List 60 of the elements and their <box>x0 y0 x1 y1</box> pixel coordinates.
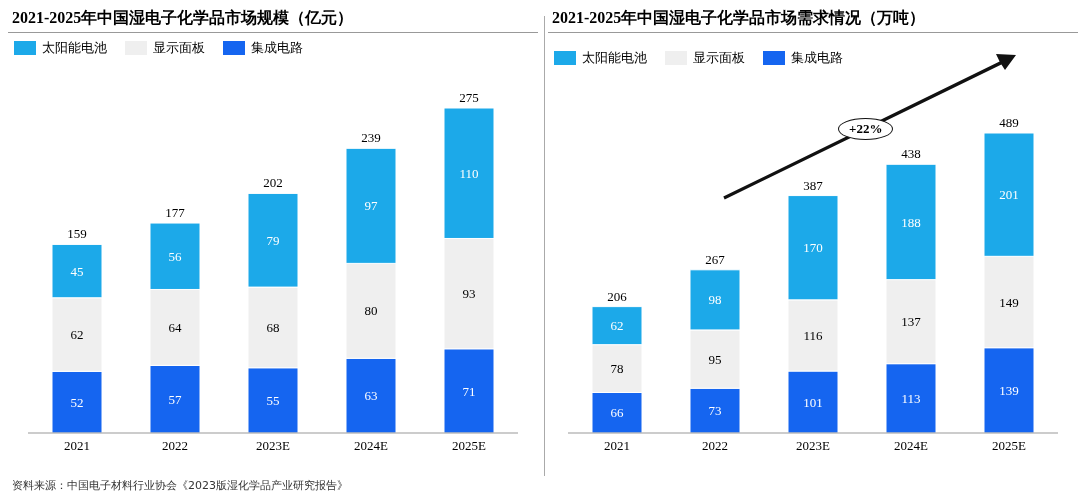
total-label: 267 <box>705 251 726 267</box>
data-label: 113 <box>901 390 921 406</box>
data-label: 78 <box>610 361 624 377</box>
data-label: 57 <box>168 391 182 407</box>
total-label: 387 <box>803 177 824 193</box>
data-label: 170 <box>803 240 823 256</box>
data-label: 63 <box>364 388 378 404</box>
data-label: 64 <box>168 320 182 336</box>
data-label: 79 <box>266 232 280 248</box>
legend-label: 集成电路 <box>251 39 303 57</box>
data-label: 73 <box>708 403 722 419</box>
total-label: 206 <box>607 288 628 304</box>
annotation: +22% <box>838 118 894 140</box>
data-label: 62 <box>70 327 84 343</box>
x-tick-label: 2022 <box>162 438 188 454</box>
data-label: 71 <box>462 383 476 399</box>
total-label: 202 <box>263 175 283 191</box>
data-label: 68 <box>266 320 280 336</box>
data-label: 149 <box>999 294 1019 310</box>
text: 资料来源：中国电子材料行业协会《2023版湿化学品产业研究报告》 <box>12 478 348 493</box>
x-tick-label: 2022 <box>702 438 728 454</box>
x-tick-label: 2021 <box>604 438 630 454</box>
data-label: 101 <box>803 394 823 410</box>
data-label: 62 <box>610 318 624 334</box>
legend-label: 显示面板 <box>153 39 205 57</box>
data-label: 66 <box>610 405 624 421</box>
legend-label: 太阳能电池 <box>42 39 107 57</box>
data-label: 93 <box>462 286 476 302</box>
chart-title: 2021-2025年中国湿电子化学品市场规模（亿元） <box>8 8 538 33</box>
data-label: 55 <box>266 393 280 408</box>
total-label: 275 <box>459 90 479 105</box>
data-label: 52 <box>70 394 84 410</box>
x-tick-label: 2023E <box>796 438 831 454</box>
legend-label: 显示面板 <box>693 49 745 67</box>
data-label: 110 <box>459 165 479 181</box>
chart-title: 2021-2025年中国湿电子化学品市场需求情况（万吨） <box>548 8 1078 33</box>
legend-label: 集成电路 <box>791 49 843 67</box>
total-label: 239 <box>361 130 381 146</box>
total-label: 489 <box>999 115 1019 130</box>
data-label: 80 <box>364 303 378 319</box>
legend-label: 太阳能电池 <box>582 49 647 67</box>
data-label: 188 <box>901 214 921 230</box>
data-label: 45 <box>70 263 84 279</box>
x-tick-label: 2023E <box>256 438 291 454</box>
total-label: 177 <box>165 205 186 221</box>
x-tick-label: 2025E <box>452 438 487 454</box>
total-label: 159 <box>67 226 87 242</box>
data-label: 139 <box>999 382 1019 398</box>
x-tick-label: 2021 <box>64 438 90 454</box>
x-tick-label: 2024E <box>354 438 389 454</box>
data-label: 137 <box>901 314 922 330</box>
data-label: 95 <box>708 351 722 367</box>
data-label: 116 <box>803 328 823 344</box>
data-label: 98 <box>708 292 722 308</box>
x-tick-label: 2024E <box>894 438 929 454</box>
total-label: 438 <box>901 146 921 162</box>
data-label: 56 <box>168 248 182 264</box>
x-tick-label: 2025E <box>992 438 1027 454</box>
data-label: 201 <box>999 187 1019 203</box>
data-label: 97 <box>364 198 378 214</box>
